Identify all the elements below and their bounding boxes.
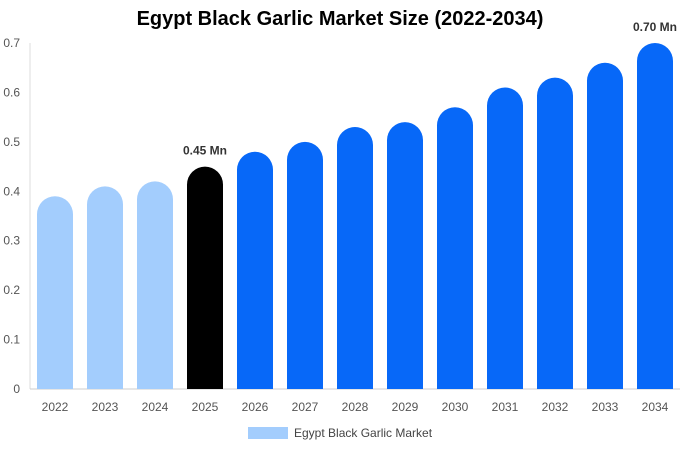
bar: [487, 87, 523, 389]
y-tick-label: 0: [13, 382, 20, 396]
bar: [187, 166, 223, 389]
bar: [37, 196, 73, 389]
legend: Egypt Black Garlic Market: [248, 424, 432, 442]
y-tick-label: 0.3: [3, 234, 20, 248]
bar: [637, 43, 673, 389]
x-tick-label: 2026: [242, 400, 269, 414]
data-label: 0.70 Mn: [633, 20, 677, 34]
bar: [437, 107, 473, 389]
y-tick-label: 0.5: [3, 135, 20, 149]
x-tick-label: 2034: [642, 400, 669, 414]
bar: [337, 127, 373, 389]
x-tick-label: 2028: [342, 400, 369, 414]
y-tick-label: 0.2: [3, 283, 20, 297]
bar: [137, 181, 173, 389]
x-tick-label: 2025: [192, 400, 219, 414]
bar: [387, 122, 423, 390]
bars: [37, 43, 673, 390]
x-tick-label: 2030: [442, 400, 469, 414]
legend-swatch: [248, 427, 288, 439]
x-tick-label: 2031: [492, 400, 519, 414]
y-tick-label: 0.6: [3, 85, 20, 99]
bar: [537, 77, 573, 389]
chart-title: Egypt Black Garlic Market Size (2022-203…: [136, 8, 544, 30]
y-tick-label: 0.4: [3, 184, 20, 198]
bar: [287, 141, 323, 389]
bar: [87, 186, 123, 389]
legend-label: Egypt Black Garlic Market: [294, 426, 433, 440]
x-tick-label: 2033: [592, 400, 619, 414]
data-label: 0.45 Mn: [183, 144, 227, 158]
x-tick-label: 2023: [92, 400, 119, 414]
x-tick-label: 2032: [542, 400, 569, 414]
bar: [587, 62, 623, 390]
y-tick-label: 0.1: [3, 333, 20, 347]
labels: 2022 2023 2024 2025 2026 2027 2028 2029 2030 2031…: [42, 20, 677, 414]
y-tick-label: 0.7: [3, 36, 20, 50]
x-tick-label: 2027: [292, 400, 319, 414]
x-tick-label: 2029: [392, 400, 419, 414]
x-tick-label: 2024: [142, 400, 169, 414]
bar: [237, 151, 273, 389]
x-tick-label: 2022: [42, 400, 69, 414]
